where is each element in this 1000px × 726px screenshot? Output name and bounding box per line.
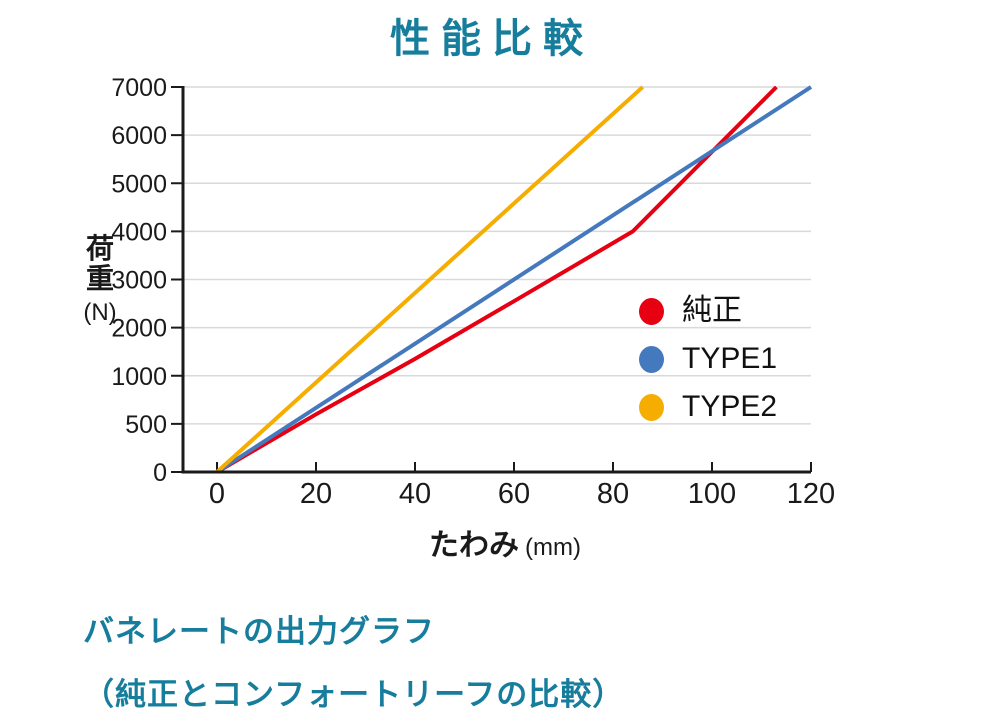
y-axis-title: 荷重 [85,233,114,294]
caption-line-1: バネレートの出力グラフ [83,614,435,649]
x-tick-label: 120 [787,478,835,510]
legend-item-2: TYPE2 [639,383,777,431]
x-tick-label: 0 [209,478,225,510]
x-axis-title-block: たわみ (mm) [0,520,1000,564]
y-tick-label: 7000 [111,74,167,102]
y-tick-label: 500 [125,411,167,439]
y-tick-label: 3000 [111,267,167,295]
legend-item-1: TYPE1 [639,335,777,383]
y-axis-unit: (N) [83,299,117,326]
x-tick-label: 60 [498,478,530,510]
series-line-0 [215,85,778,474]
y-axis-title-block: 荷重 (N) [76,234,124,327]
y-tick-label: 1000 [111,363,167,391]
y-tick-label: 6000 [111,122,167,150]
legend-label: TYPE2 [682,390,778,423]
series-lines [215,85,813,474]
caption-line-2: （純正とコンフォートリーフの比較） [83,677,625,712]
axis-tick-labels: 0 500 1000 2000 3000 4000 5000 6000 7000 0 20 40 60 8… [111,74,835,510]
line-chart: 0 500 1000 2000 3000 4000 5000 6000 7000 0 20 40 60 8… [111,74,835,510]
x-tick-label: 100 [688,478,736,510]
x-tick-label: 20 [300,478,332,510]
legend-item-0: 純正 [639,287,777,335]
y-tick-label: 4000 [111,218,167,246]
y-tick-label: 5000 [111,170,167,198]
series-line-1 [215,85,813,474]
legend-color-dot [639,345,664,373]
chart-legend: 純正 TYPE1 TYPE2 [639,287,777,431]
axis-ticks [171,86,812,473]
legend-label: 純正 [682,294,742,327]
chart-title: 性能比較 [390,17,594,61]
series-line-2 [215,85,645,474]
legend-label: TYPE1 [682,342,778,375]
y-tick-label: 2000 [111,315,167,343]
legend-color-dot [639,297,664,325]
x-tick-label: 40 [399,478,431,510]
x-axis-title: たわみ [429,529,520,562]
x-tick-label: 80 [597,478,629,510]
legend-color-dot [639,393,664,421]
caption: バネレートの出力グラフ （純正とコンフォートリーフの比較） [83,600,624,726]
x-axis-unit: (mm) [525,534,581,561]
y-tick-label: 0 [153,459,167,487]
